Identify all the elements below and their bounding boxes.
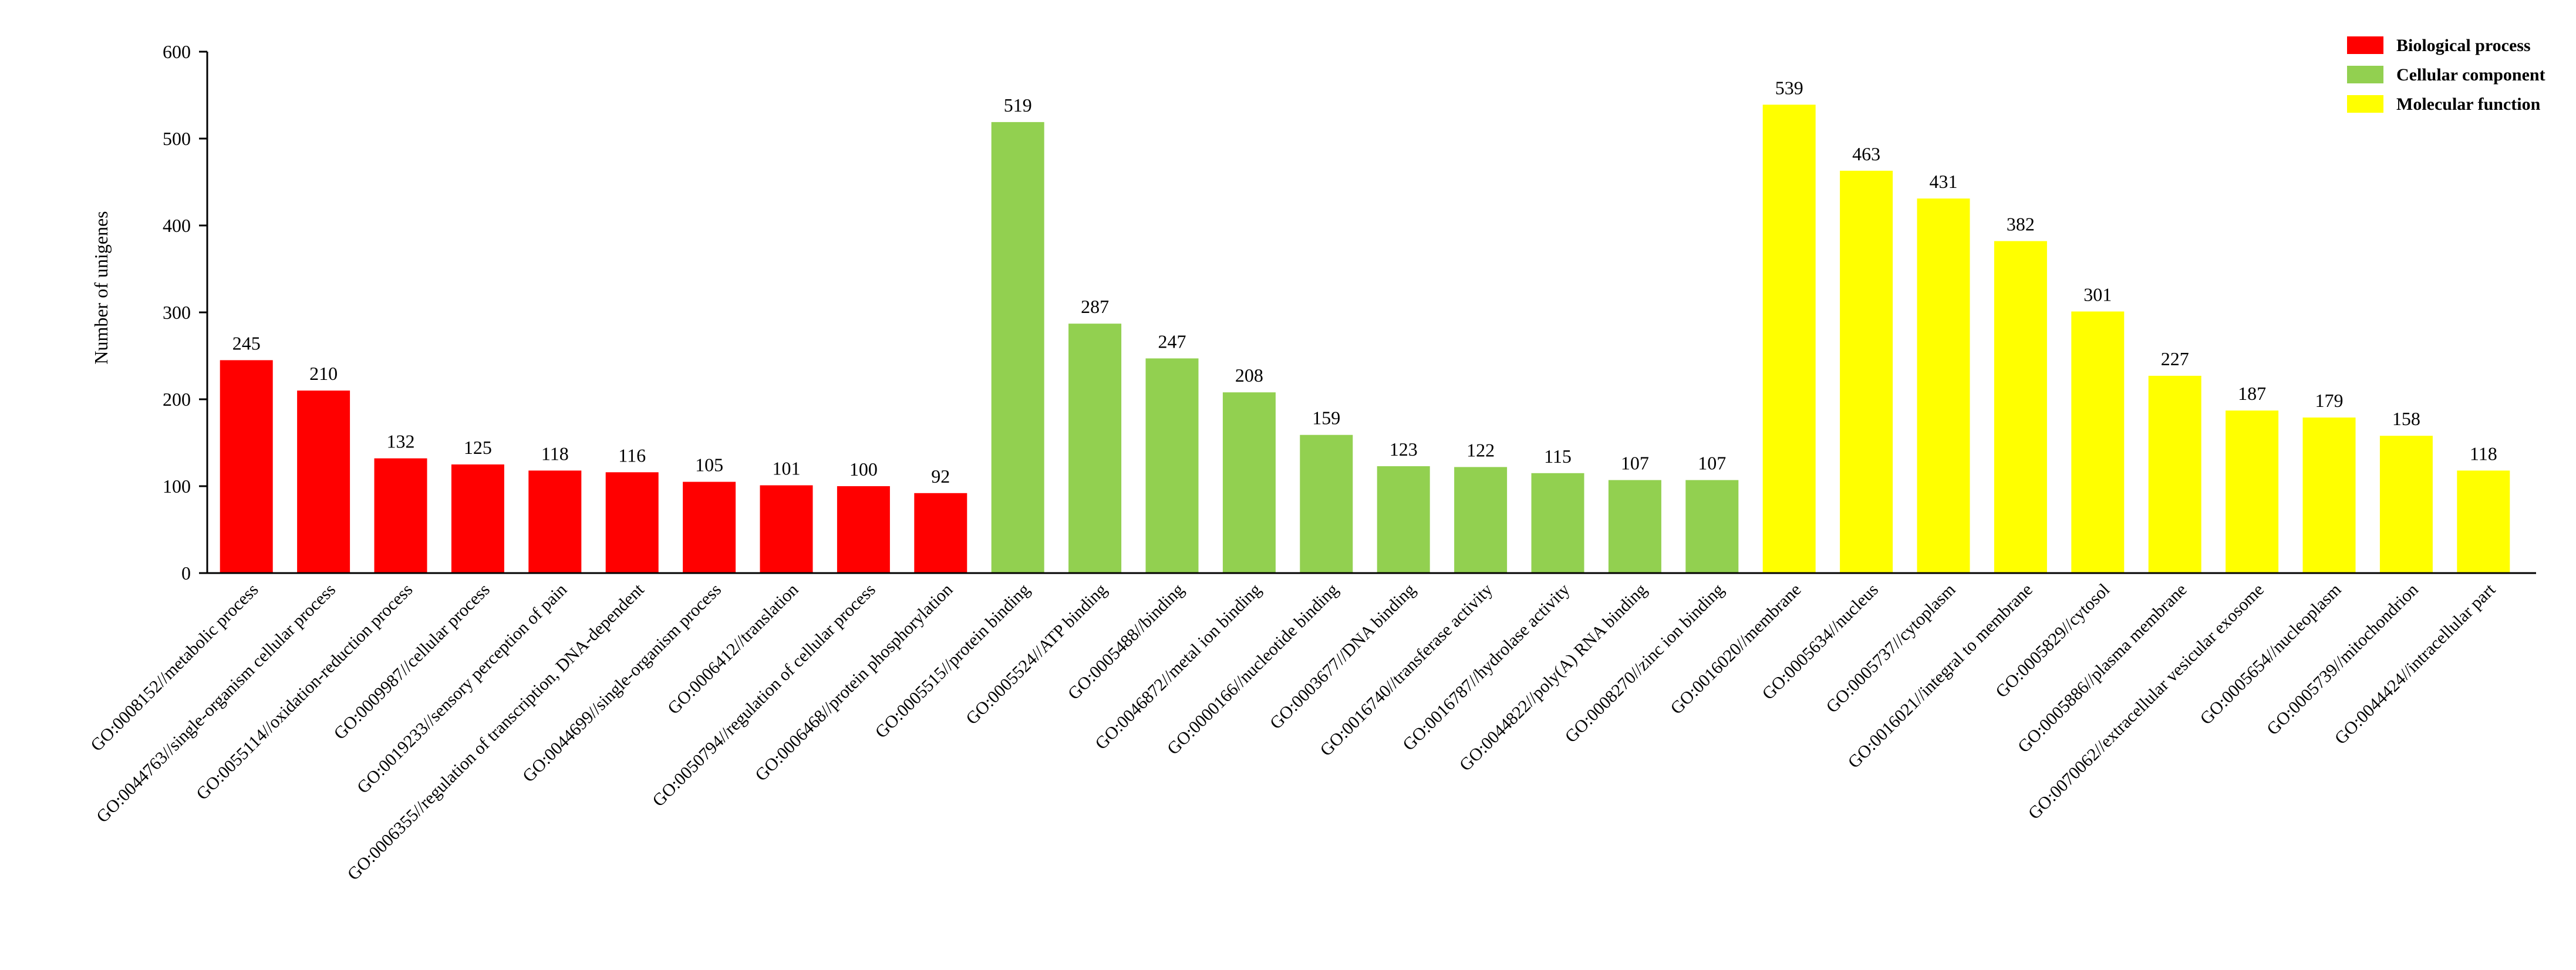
category-label: GO:0046872//metal ion binding xyxy=(1091,580,1265,754)
y-tick-label: 100 xyxy=(163,476,191,497)
data-label: 105 xyxy=(695,454,723,476)
bar xyxy=(1840,170,1893,573)
legend-label: Molecular function xyxy=(2396,95,2541,114)
y-tick-label: 400 xyxy=(163,215,191,236)
category-label: GO:0016020//membrane xyxy=(1667,580,1805,718)
data-label: 100 xyxy=(849,459,878,480)
data-label: 158 xyxy=(2392,408,2420,429)
bar xyxy=(914,493,967,573)
category-label: GO:0016787//hydrolase activity xyxy=(1399,580,1573,755)
bar xyxy=(2071,311,2125,573)
category-label: GO:0044424//intracellular part xyxy=(2331,580,2500,748)
bar xyxy=(2148,376,2201,573)
data-label: 159 xyxy=(1312,407,1340,429)
data-label: 116 xyxy=(618,444,646,466)
data-label: 122 xyxy=(1466,439,1495,460)
category-label: GO:0005524//ATP binding xyxy=(962,580,1111,729)
category-label: GO:0003677//DNA binding xyxy=(1266,580,1420,733)
data-label: 287 xyxy=(1081,296,1109,317)
data-label: 245 xyxy=(232,332,261,353)
data-label: 227 xyxy=(2161,348,2189,369)
bar xyxy=(1917,198,1970,574)
bar xyxy=(991,122,1044,573)
data-label: 382 xyxy=(2007,214,2035,235)
category-label: GO:0000166//nucleotide binding xyxy=(1164,580,1342,759)
bar xyxy=(1454,467,1508,573)
y-tick-label: 200 xyxy=(163,389,191,410)
data-label: 247 xyxy=(1158,331,1186,352)
category-label: GO:0008270//zinc ion binding xyxy=(1561,580,1728,747)
category-label: GO:0005737//cytoplasm xyxy=(1822,580,1959,717)
data-label: 132 xyxy=(387,431,415,452)
plot-area: 245 GO:0008152//metabolic process 210 GO:00… xyxy=(87,77,2510,884)
category-label: GO:0005886//plasma membrane xyxy=(2014,580,2191,757)
bar xyxy=(1531,473,1584,573)
bar xyxy=(837,486,890,573)
data-label: 210 xyxy=(309,363,338,384)
data-label: 301 xyxy=(2083,284,2112,305)
bar xyxy=(2226,410,2279,573)
bar xyxy=(451,464,504,573)
bar xyxy=(2457,470,2510,573)
data-label: 118 xyxy=(2470,443,2497,464)
y-tick-label: 600 xyxy=(163,41,191,62)
data-label: 179 xyxy=(2315,390,2344,411)
data-label: 208 xyxy=(1235,365,1263,386)
legend-swatch xyxy=(2347,36,2383,54)
data-label: 125 xyxy=(464,437,492,458)
data-label: 107 xyxy=(1698,453,1726,474)
bar xyxy=(528,470,582,573)
data-label: 187 xyxy=(2238,383,2266,404)
category-label: GO:0009987//cellular process xyxy=(330,580,493,743)
y-tick-label: 300 xyxy=(163,302,191,323)
bar xyxy=(683,481,736,573)
data-label: 101 xyxy=(773,458,801,479)
bar xyxy=(1608,480,1661,573)
bar xyxy=(1685,480,1739,573)
data-label: 519 xyxy=(1004,95,1032,116)
bar xyxy=(1300,435,1353,573)
bar xyxy=(2302,417,2356,573)
data-label: 92 xyxy=(931,466,950,487)
legend-swatch xyxy=(2347,95,2383,113)
bar xyxy=(605,472,659,573)
data-label: 115 xyxy=(1544,446,1572,467)
category-label: GO:0006355//regulation of transcription,… xyxy=(343,580,648,884)
bar xyxy=(2379,436,2433,573)
data-label: 463 xyxy=(1852,143,1880,164)
bar xyxy=(297,390,350,573)
y-tick-label: 500 xyxy=(163,128,191,149)
axes: 0 100 200 300 400 500 600 Number of unigenes xyxy=(90,41,2536,584)
category-label: GO:0005654//nucleoplasm xyxy=(2196,580,2345,729)
category-label: GO:0005739//mitochondrion xyxy=(2263,580,2422,739)
bar xyxy=(374,458,427,573)
bar xyxy=(220,360,273,573)
bar xyxy=(760,485,813,573)
category-label: GO:0006412//translation xyxy=(664,580,802,718)
data-label: 123 xyxy=(1390,439,1418,460)
legend: Biological process Cellular component Mole… xyxy=(2347,36,2545,114)
y-axis-title: Number of unigenes xyxy=(90,211,112,364)
data-label: 118 xyxy=(541,443,569,464)
legend-label: Biological process xyxy=(2396,36,2531,55)
bar xyxy=(1145,358,1199,573)
legend-swatch xyxy=(2347,66,2383,83)
data-label: 539 xyxy=(1775,77,1803,98)
bar xyxy=(1762,105,1816,574)
category-label: GO:0008152//metabolic process xyxy=(87,580,262,755)
bar xyxy=(1994,241,2047,574)
legend-label: Cellular component xyxy=(2396,65,2545,85)
y-tick-label: 0 xyxy=(181,563,191,584)
data-label: 431 xyxy=(1930,171,1958,192)
bar xyxy=(1222,392,1276,573)
data-label: 107 xyxy=(1621,453,1649,474)
bar xyxy=(1068,324,1122,573)
bar xyxy=(1377,466,1430,573)
category-label: GO:0005515//protein binding xyxy=(872,580,1034,742)
